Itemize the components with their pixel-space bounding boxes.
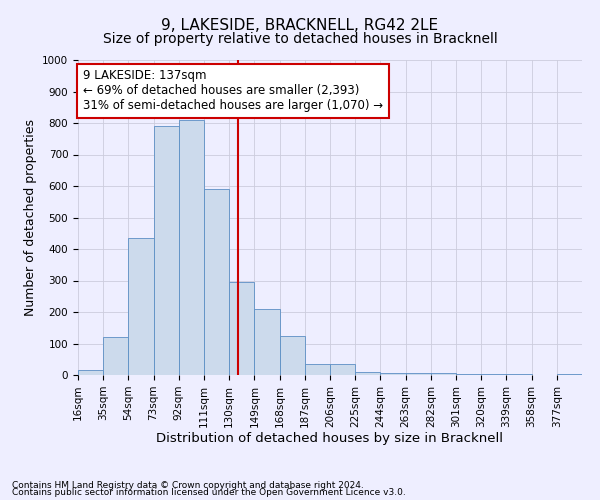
Text: 9, LAKESIDE, BRACKNELL, RG42 2LE: 9, LAKESIDE, BRACKNELL, RG42 2LE (161, 18, 439, 32)
Bar (380, 374, 406, 375)
Bar (78, 370, 103, 375)
Bar (355, 372, 380, 375)
Bar (154, 126, 179, 375)
Bar (506, 374, 532, 375)
Text: Contains HM Land Registry data © Crown copyright and database right 2024.: Contains HM Land Registry data © Crown c… (12, 480, 364, 490)
Bar (229, 282, 254, 375)
Bar (128, 238, 154, 375)
Y-axis label: Number of detached properties: Number of detached properties (23, 119, 37, 316)
Bar (456, 374, 481, 375)
Text: Size of property relative to detached houses in Bracknell: Size of property relative to detached ho… (103, 32, 497, 46)
Bar (330, 364, 355, 375)
Text: 9 LAKESIDE: 137sqm
← 69% of detached houses are smaller (2,393)
31% of semi-deta: 9 LAKESIDE: 137sqm ← 69% of detached hou… (83, 70, 383, 112)
Bar (204, 189, 229, 375)
Bar (406, 374, 431, 375)
Text: Contains public sector information licensed under the Open Government Licence v3: Contains public sector information licen… (12, 488, 406, 497)
X-axis label: Distribution of detached houses by size in Bracknell: Distribution of detached houses by size … (157, 432, 503, 446)
Bar (254, 309, 280, 375)
Bar (103, 337, 128, 375)
Bar (179, 120, 204, 375)
Bar (305, 364, 330, 375)
Bar (280, 336, 305, 375)
Bar (557, 374, 582, 375)
Bar (481, 374, 506, 375)
Bar (431, 374, 456, 375)
